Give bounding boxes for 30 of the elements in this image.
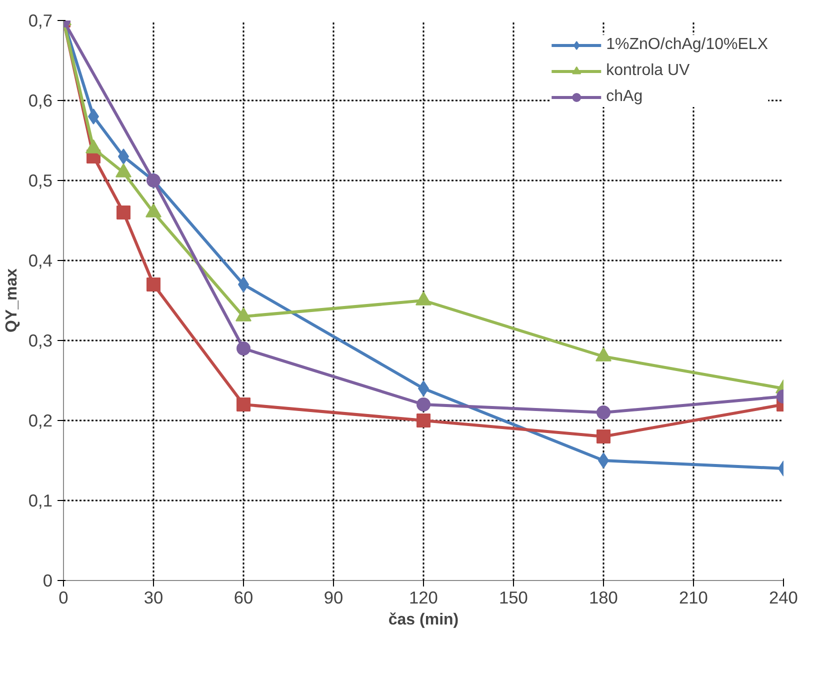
point <box>416 398 430 412</box>
point <box>596 406 610 420</box>
y-tick-label: 0,6 <box>28 90 53 110</box>
x-tick-label: 0 <box>58 588 68 608</box>
y-tick-label: 0 <box>42 570 53 590</box>
legend-label: 1%ZnO/chAg/10%ELX <box>606 36 768 54</box>
y-tick-label: 0,5 <box>28 170 53 190</box>
point <box>236 342 250 356</box>
point <box>596 430 610 444</box>
x-tick-label: 30 <box>144 588 164 608</box>
point <box>116 206 130 220</box>
x-tick-label: 180 <box>589 588 618 608</box>
y-tick-label: 0,7 <box>28 10 53 30</box>
point <box>146 278 160 292</box>
x-tick-label: 210 <box>679 588 708 608</box>
x-axis-title: čas (min) <box>388 612 459 628</box>
y-tick-label: 0,1 <box>28 490 53 510</box>
legend-label: kontrola UV <box>606 62 690 80</box>
x-tick-label: 60 <box>234 588 254 608</box>
legend-label: chAg <box>606 88 643 106</box>
x-tick-label: 90 <box>324 588 344 608</box>
x-tick-label: 120 <box>409 588 438 608</box>
x-tick-label: 150 <box>499 588 528 608</box>
y-tick-label: 0,4 <box>28 250 53 270</box>
point <box>236 398 250 412</box>
y-axis-title: QY_max <box>3 268 20 333</box>
y-tick-label: 0,2 <box>28 410 53 430</box>
point <box>416 414 430 428</box>
y-tick-label: 0,3 <box>28 330 53 350</box>
x-tick-label: 240 <box>769 588 798 608</box>
